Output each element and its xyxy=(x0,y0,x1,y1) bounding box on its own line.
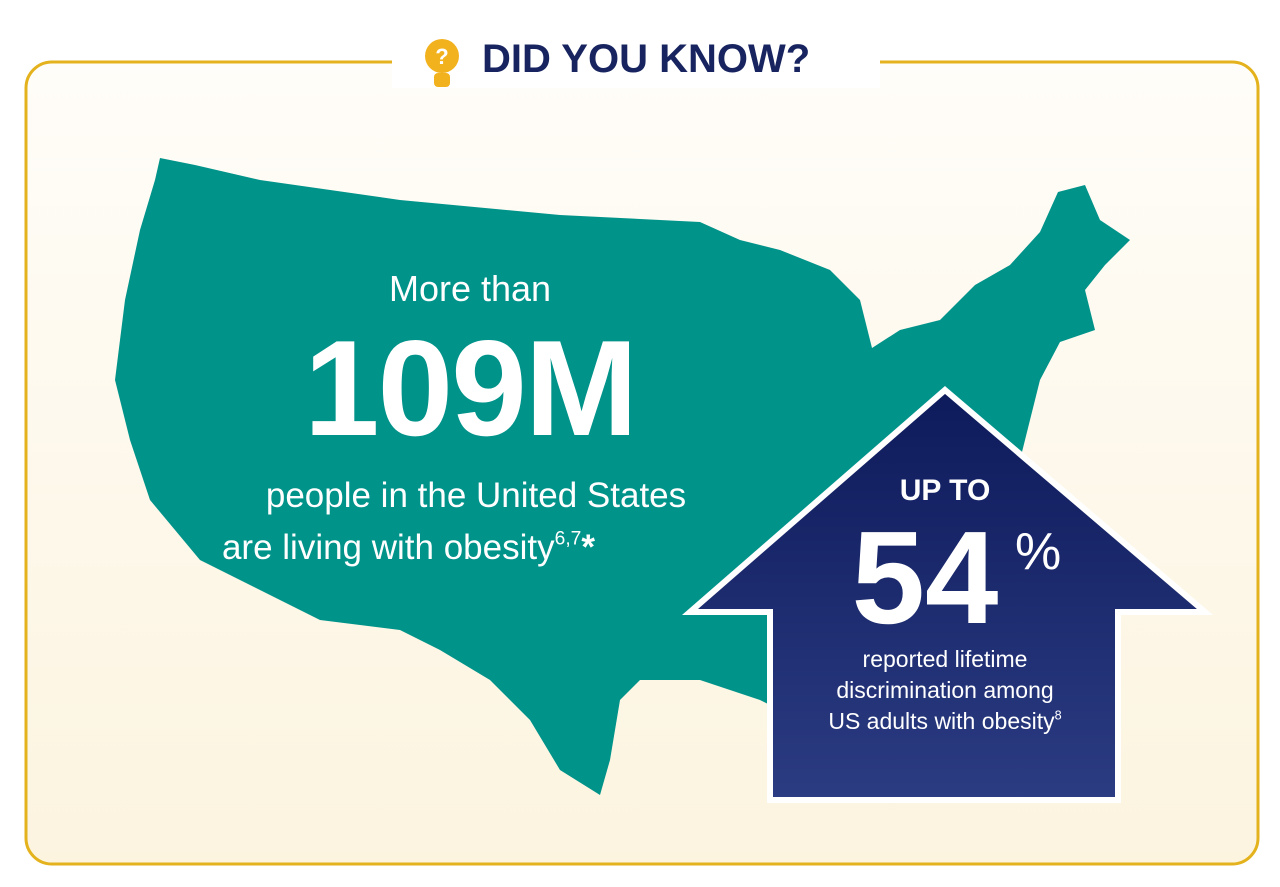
stat-text: discrimination among xyxy=(836,677,1054,703)
stat-unit: % xyxy=(1015,523,1062,581)
stat-text: are living with obesity xyxy=(221,528,555,567)
bulb-icon xyxy=(425,39,459,73)
stat-value: 109M xyxy=(303,312,638,464)
bulb-base xyxy=(434,73,450,87)
title-backdrop xyxy=(392,40,880,88)
stat-value: 54 xyxy=(851,504,999,651)
stat-text: US adults with obesity8 xyxy=(828,708,1061,735)
up-arrow xyxy=(681,386,1214,803)
footnote: 8 xyxy=(1054,708,1062,723)
stat-text: are living with obesity6,7* xyxy=(222,528,595,568)
stat-text: US adults with obesity xyxy=(828,708,1055,734)
stat-text: reported lifetime xyxy=(862,646,1028,672)
stat-lead: More than xyxy=(388,268,552,309)
stat-lead: UP TO xyxy=(899,474,991,507)
footnote: 6,7 xyxy=(554,528,582,550)
bulb-mark: ? xyxy=(435,44,448,69)
title: DID YOU KNOW? xyxy=(482,37,811,81)
asterisk: * xyxy=(581,528,595,567)
stat-text: people in the United States xyxy=(265,476,687,515)
